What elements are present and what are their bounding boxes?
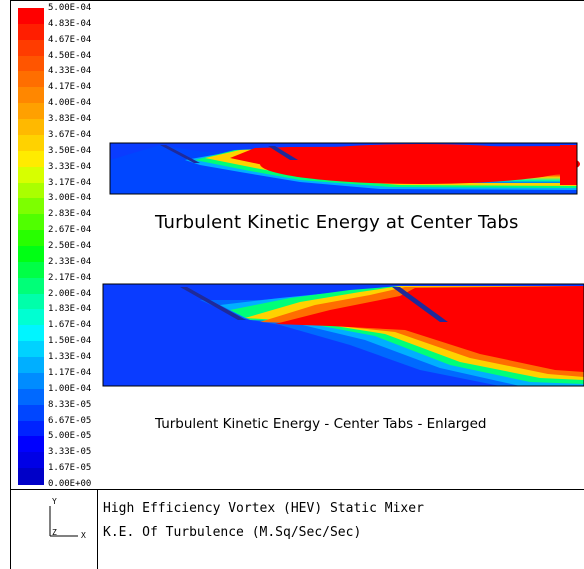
axis-x-label: X	[81, 531, 86, 540]
legend-swatch	[18, 23, 44, 41]
legend-swatch	[18, 166, 44, 184]
legend-swatch	[18, 230, 44, 247]
axis-z-label: Z	[52, 528, 57, 537]
legend-swatch	[18, 436, 44, 453]
viewport-frame	[10, 0, 584, 569]
bottom-contour-panel	[102, 283, 584, 387]
legend-swatch	[18, 277, 44, 295]
legend-tick-label: 0.00E+00	[48, 479, 92, 489]
legend-tick-label: 1.67E-04	[48, 320, 92, 331]
legend-tick-label: 1.83E-04	[48, 304, 92, 315]
legend-swatch	[18, 261, 44, 279]
legend-tick-label: 3.50E-04	[48, 145, 92, 156]
legend-swatch	[18, 214, 44, 231]
legend-tick-label: 2.00E-04	[48, 288, 92, 299]
legend-tick-label: 4.33E-04	[48, 66, 92, 77]
legend-swatch	[18, 150, 44, 168]
legend-swatch	[18, 420, 44, 437]
legend-tick-label: 1.00E-04	[48, 383, 92, 394]
legend-tick-label: 3.17E-04	[48, 177, 92, 188]
legend-swatch	[18, 404, 44, 422]
legend-swatch	[18, 71, 44, 88]
legend-tick-label: 2.83E-04	[48, 209, 92, 220]
legend-tick-label: 3.33E-04	[48, 161, 92, 172]
legend-swatch	[18, 468, 44, 485]
info-divider	[10, 489, 584, 490]
legend-tick-label: 3.83E-04	[48, 114, 92, 125]
legend-tick-label: 6.67E-05	[48, 415, 92, 426]
contour-view	[102, 142, 584, 387]
legend-tick-label: 2.67E-04	[48, 225, 92, 236]
legend-swatch	[18, 8, 44, 25]
bottom-caption: Turbulent Kinetic Energy - Center Tabs -…	[155, 416, 487, 432]
legend-tick-label: 4.17E-04	[48, 82, 92, 93]
legend-swatch	[18, 198, 44, 215]
top-red-core	[260, 144, 580, 184]
bottom-red-body	[275, 286, 584, 372]
top-contour-panel	[109, 142, 580, 195]
legend-tick-label: 4.00E-04	[48, 98, 92, 109]
legend-swatch	[18, 87, 44, 104]
axis-y-label: Y	[52, 497, 57, 506]
legend-swatch	[18, 119, 44, 136]
legend-tick-label: 1.67E-05	[48, 463, 92, 474]
top-tab-left	[160, 145, 200, 163]
bottom-tab-left	[180, 287, 246, 320]
model-title: High Efficiency Vortex (HEV) Static Mixe…	[103, 501, 424, 516]
legend-tick-label: 4.50E-04	[48, 50, 92, 61]
bottom-domain-border	[102, 283, 584, 387]
legend-swatch	[18, 103, 44, 120]
legend-swatch	[18, 341, 44, 358]
legend-swatch	[18, 293, 44, 311]
legend-swatch	[18, 134, 44, 152]
top-domain-border	[109, 142, 578, 195]
legend-tick-label: 1.50E-04	[48, 336, 92, 347]
color-legend	[18, 8, 44, 485]
legend-swatch	[18, 182, 44, 199]
legend-swatch	[18, 39, 44, 57]
legend-swatch	[18, 388, 44, 406]
legend-swatch	[18, 357, 44, 374]
top-caption: Turbulent Kinetic Energy at Center Tabs	[155, 212, 519, 233]
axis-triad: Y Z X	[44, 498, 94, 542]
legend-tick-label: 3.33E-05	[48, 447, 92, 458]
bottom-tab-center	[392, 287, 448, 322]
legend-tick-label: 2.17E-04	[48, 272, 92, 283]
top-red-edge	[560, 145, 577, 185]
legend-tick-label: 8.33E-05	[48, 399, 92, 410]
legend-swatch	[18, 452, 44, 469]
legend-tick-label: 1.17E-04	[48, 367, 92, 378]
legend-swatch	[18, 55, 44, 73]
variable-title: K.E. Of Turbulence (M.Sq/Sec/Sec)	[103, 525, 362, 540]
legend-tick-label: 1.33E-04	[48, 352, 92, 363]
legend-tick-label: 3.00E-04	[48, 193, 92, 204]
legend-tick-label: 5.00E-04	[48, 3, 92, 13]
legend-tick-label: 4.67E-04	[48, 34, 92, 45]
legend-swatch	[18, 372, 44, 390]
legend-tick-label: 2.33E-04	[48, 256, 92, 267]
info-separator	[97, 489, 98, 569]
legend-tick-label: 3.67E-04	[48, 129, 92, 140]
legend-swatch	[18, 246, 44, 263]
legend-tick-label: 5.00E-05	[48, 431, 92, 442]
legend-swatch	[18, 309, 44, 326]
legend-tick-label: 4.83E-04	[48, 18, 92, 29]
legend-swatch	[18, 325, 44, 342]
top-tab-center	[268, 146, 298, 160]
legend-tick-label: 2.50E-04	[48, 241, 92, 251]
